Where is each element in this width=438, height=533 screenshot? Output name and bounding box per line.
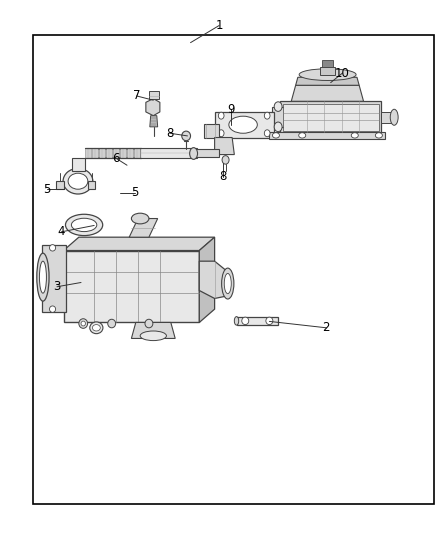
- Polygon shape: [204, 124, 219, 138]
- Polygon shape: [85, 148, 91, 158]
- Ellipse shape: [79, 319, 88, 328]
- Text: 2: 2: [322, 321, 330, 334]
- Ellipse shape: [108, 319, 116, 328]
- Polygon shape: [199, 261, 228, 298]
- Ellipse shape: [92, 325, 100, 331]
- Polygon shape: [280, 101, 381, 133]
- Ellipse shape: [39, 261, 46, 293]
- Polygon shape: [106, 148, 112, 158]
- Ellipse shape: [90, 322, 103, 334]
- Ellipse shape: [37, 253, 49, 301]
- Polygon shape: [64, 251, 199, 322]
- Ellipse shape: [218, 130, 224, 136]
- Polygon shape: [269, 132, 385, 139]
- Polygon shape: [291, 85, 364, 101]
- Text: 1: 1: [215, 19, 223, 32]
- Text: 7: 7: [133, 90, 141, 102]
- Ellipse shape: [299, 69, 356, 80]
- Ellipse shape: [65, 214, 102, 236]
- Polygon shape: [272, 107, 285, 127]
- Ellipse shape: [229, 116, 258, 133]
- Ellipse shape: [299, 133, 306, 138]
- Polygon shape: [113, 148, 119, 158]
- Text: 3: 3: [53, 280, 60, 293]
- Text: 5: 5: [131, 187, 138, 199]
- Ellipse shape: [272, 133, 279, 138]
- Bar: [322, 60, 333, 67]
- Text: 5: 5: [44, 183, 51, 196]
- Ellipse shape: [145, 319, 153, 328]
- Text: 9: 9: [227, 103, 235, 116]
- Polygon shape: [237, 317, 278, 325]
- Ellipse shape: [375, 133, 382, 138]
- Bar: [33, 35, 434, 504]
- Ellipse shape: [224, 273, 231, 294]
- Polygon shape: [127, 148, 133, 158]
- Ellipse shape: [390, 109, 398, 125]
- Polygon shape: [283, 104, 379, 131]
- Ellipse shape: [140, 331, 166, 341]
- Polygon shape: [94, 149, 195, 157]
- Text: 6: 6: [112, 152, 120, 165]
- Polygon shape: [199, 237, 215, 322]
- Ellipse shape: [71, 219, 97, 232]
- Ellipse shape: [265, 112, 270, 119]
- Polygon shape: [42, 245, 66, 312]
- Polygon shape: [146, 99, 160, 116]
- Ellipse shape: [274, 122, 282, 132]
- Text: 4: 4: [57, 225, 65, 238]
- Polygon shape: [150, 116, 158, 127]
- Polygon shape: [92, 148, 98, 158]
- Polygon shape: [193, 149, 219, 157]
- Ellipse shape: [218, 112, 224, 119]
- Polygon shape: [120, 148, 126, 158]
- Polygon shape: [215, 112, 274, 138]
- Ellipse shape: [222, 268, 234, 299]
- Ellipse shape: [274, 102, 282, 111]
- Polygon shape: [64, 237, 215, 251]
- Ellipse shape: [190, 148, 198, 159]
- Ellipse shape: [265, 130, 270, 136]
- Ellipse shape: [81, 321, 85, 326]
- Ellipse shape: [131, 213, 149, 224]
- Polygon shape: [296, 77, 359, 85]
- Ellipse shape: [68, 173, 88, 189]
- Ellipse shape: [234, 317, 239, 325]
- Polygon shape: [215, 138, 234, 155]
- Polygon shape: [381, 112, 394, 123]
- Polygon shape: [56, 181, 64, 189]
- Polygon shape: [149, 91, 159, 99]
- Text: 10: 10: [335, 67, 350, 79]
- Ellipse shape: [222, 156, 229, 164]
- Polygon shape: [131, 322, 175, 338]
- Polygon shape: [99, 148, 105, 158]
- Polygon shape: [88, 181, 95, 189]
- Ellipse shape: [63, 168, 93, 194]
- Polygon shape: [320, 67, 335, 75]
- Text: 8: 8: [166, 127, 173, 140]
- Ellipse shape: [182, 131, 191, 141]
- Text: 8: 8: [220, 171, 227, 183]
- Ellipse shape: [49, 306, 56, 312]
- Ellipse shape: [266, 317, 273, 325]
- Polygon shape: [140, 148, 197, 158]
- Ellipse shape: [242, 317, 249, 325]
- Polygon shape: [129, 219, 158, 237]
- Polygon shape: [134, 148, 140, 158]
- Polygon shape: [72, 158, 85, 171]
- Ellipse shape: [351, 133, 358, 138]
- Ellipse shape: [49, 245, 56, 251]
